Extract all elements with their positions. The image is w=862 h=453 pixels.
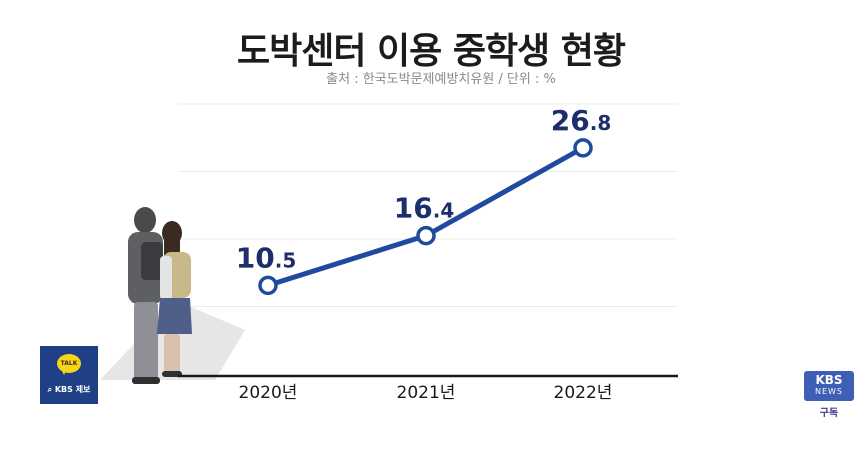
boy-shoes [132,377,160,384]
data-label-dec: .5 [275,248,297,272]
kakaotalk-icon-tail [61,369,67,375]
data-label-int: 16 [394,192,433,225]
data-label: 26.8 [551,104,611,137]
data-label-dec: .8 [590,111,612,135]
data-label-dec: .4 [433,199,455,223]
kbs-news-logo[interactable]: KBS NEWS [804,371,854,401]
data-point [258,275,278,296]
boy-backpack [141,242,163,280]
x-tick-label: 2022년 [554,383,613,403]
data-label-int: 10 [236,241,275,274]
girl-legs [164,334,180,374]
data-label: 16.4 [394,192,454,225]
data-label: 10.5 [236,241,296,274]
kbs-report-text: KBS 제보 [54,385,91,394]
data-point [416,225,436,246]
kbs-logo-line1: KBS [815,373,843,387]
x-tick-label: 2021년 [397,383,456,403]
x-axis: 2020년 2021년 2022년 [178,374,678,403]
kbs-report-label: ⌕ KBS 제보 [40,384,98,395]
search-icon: ⌕ [47,385,53,394]
chart-source: 출처 : 한국도박문제예방치유원 / 단위 : % [326,72,556,87]
students-illustration [100,207,245,384]
girl-torso [160,256,172,300]
chart-title: 도박센터 이용 중학생 현황 [237,31,626,72]
boy-legs [134,302,158,380]
boy-head [134,207,156,233]
series: 10.5 16.4 26.8 [236,104,611,296]
subscribe-button[interactable]: 구독 [819,408,839,419]
x-tick-label: 2020년 [239,383,298,403]
data-point [573,138,593,158]
kbs-report-button[interactable]: TALK ⌕ KBS 제보 [40,346,98,404]
kbs-logo-line2: NEWS [814,387,844,396]
data-label-int: 26 [551,104,590,137]
girl-shoes [162,371,182,377]
girl-skirt [157,298,192,334]
kakaotalk-icon: TALK [57,354,81,373]
